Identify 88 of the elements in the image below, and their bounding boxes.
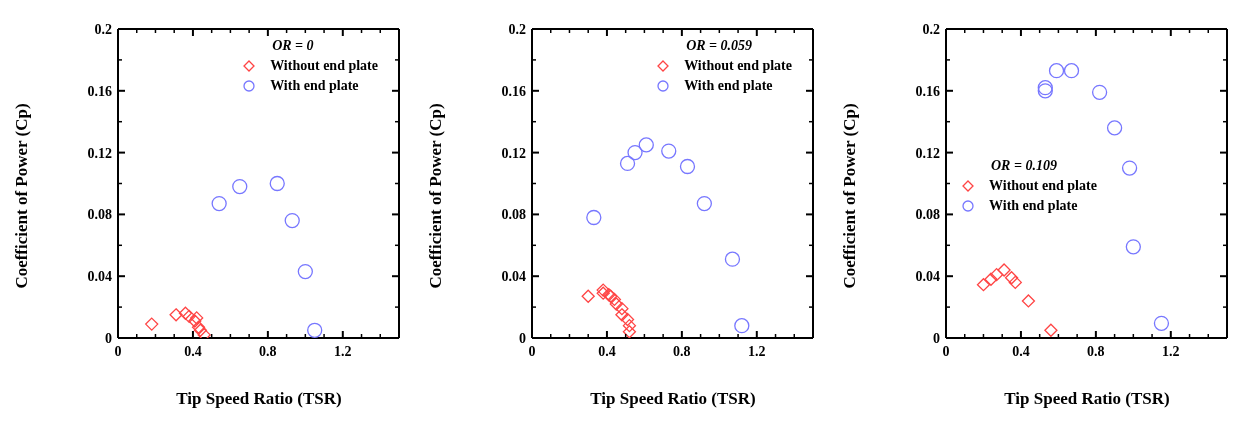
legend-title: OR = 0.059 xyxy=(686,38,754,54)
x-axis-title: Tip Speed Ratio (TSR) xyxy=(589,389,757,409)
point xyxy=(197,328,211,338)
y-tick-label: 0.16 xyxy=(501,83,526,99)
y-axis-title: Coefficient of Power (Cp) xyxy=(426,102,446,289)
x-tick-label: 0.4 xyxy=(598,344,616,359)
point xyxy=(638,137,654,153)
point xyxy=(607,292,622,307)
y-tick-label: 0.2 xyxy=(922,22,940,37)
point xyxy=(1044,323,1058,337)
point xyxy=(145,317,159,331)
y-tick-label: 0.08 xyxy=(915,207,940,223)
point xyxy=(622,325,637,338)
point xyxy=(615,308,629,322)
point xyxy=(1121,160,1138,176)
point xyxy=(1153,315,1170,331)
point xyxy=(620,312,635,327)
x-tick-label: 0.8 xyxy=(673,344,691,359)
point xyxy=(1063,63,1080,79)
y-tick-label: 0.2 xyxy=(94,22,112,37)
point xyxy=(1021,294,1036,308)
x-tick-label: 0.8 xyxy=(259,344,277,359)
point xyxy=(627,144,643,161)
point xyxy=(622,318,637,333)
x-tick-label: 1.2 xyxy=(1162,344,1180,359)
y-tick-label: 0 xyxy=(519,331,526,346)
point xyxy=(307,322,323,338)
point xyxy=(696,195,712,212)
point xyxy=(297,263,313,280)
point xyxy=(586,209,602,226)
legend-label: With end plate xyxy=(684,78,773,94)
x-tick-label: 1.2 xyxy=(748,344,766,359)
y-tick-label: 0.04 xyxy=(915,269,940,285)
y-tick-label: 0.2 xyxy=(508,22,526,37)
y-tick-label: 0.12 xyxy=(915,145,940,161)
point xyxy=(984,272,998,286)
y-tick-label: 0.08 xyxy=(501,207,526,223)
y-tick-label: 0.12 xyxy=(87,145,112,161)
point xyxy=(178,306,193,320)
legend-label: Without end plate xyxy=(684,58,792,74)
point xyxy=(284,212,300,229)
point xyxy=(1091,84,1108,100)
y-tick-label: 0 xyxy=(105,331,112,346)
point xyxy=(679,158,696,175)
legend-label: With end plate xyxy=(270,78,359,94)
x-tick-label: 0 xyxy=(114,344,122,359)
x-tick-label: 1.2 xyxy=(334,344,352,359)
point xyxy=(182,309,196,324)
y-tick-label: 0.04 xyxy=(87,269,112,285)
point xyxy=(211,195,227,212)
y-tick-label: 0 xyxy=(933,331,940,346)
point xyxy=(989,268,1004,282)
point xyxy=(232,178,248,195)
point xyxy=(1048,63,1065,79)
point xyxy=(734,317,750,334)
x-axis-title: Tip Speed Ratio (TSR) xyxy=(175,389,343,409)
point xyxy=(269,175,285,192)
point xyxy=(1125,239,1141,255)
y-axis-title: Coefficient of Power (Cp) xyxy=(12,102,32,289)
point xyxy=(724,251,741,267)
point xyxy=(581,289,595,303)
x-tick-label: 0.4 xyxy=(184,344,202,359)
legend-title: OR = 0.109 xyxy=(991,158,1058,174)
legend-title: OR = 0 xyxy=(272,38,315,54)
y-tick-label: 0.16 xyxy=(87,83,112,99)
x-tick-label: 0.8 xyxy=(1087,344,1105,359)
legend-label: With end plate xyxy=(989,198,1078,214)
legend-label: Without end plate xyxy=(989,178,1097,194)
x-tick-label: 0 xyxy=(942,344,950,359)
y-tick-label: 0.08 xyxy=(87,207,112,223)
y-tick-label: 0.04 xyxy=(501,269,526,285)
x-tick-label: 0 xyxy=(528,344,536,359)
point xyxy=(1106,120,1123,136)
point xyxy=(661,143,677,159)
point xyxy=(1008,275,1022,290)
x-axis-title: Tip Speed Ratio (TSR) xyxy=(1003,389,1171,409)
x-tick-label: 0.4 xyxy=(1012,344,1030,359)
point xyxy=(615,302,629,316)
point xyxy=(997,263,1011,277)
y-tick-label: 0.12 xyxy=(501,145,526,161)
point xyxy=(609,297,623,311)
y-tick-label: 0.16 xyxy=(915,83,940,99)
legend-label: Without end plate xyxy=(270,58,378,74)
point xyxy=(169,308,183,322)
y-axis-title: Coefficient of Power (Cp) xyxy=(840,102,860,289)
point xyxy=(1004,271,1019,285)
point xyxy=(976,278,991,292)
point xyxy=(619,155,636,172)
